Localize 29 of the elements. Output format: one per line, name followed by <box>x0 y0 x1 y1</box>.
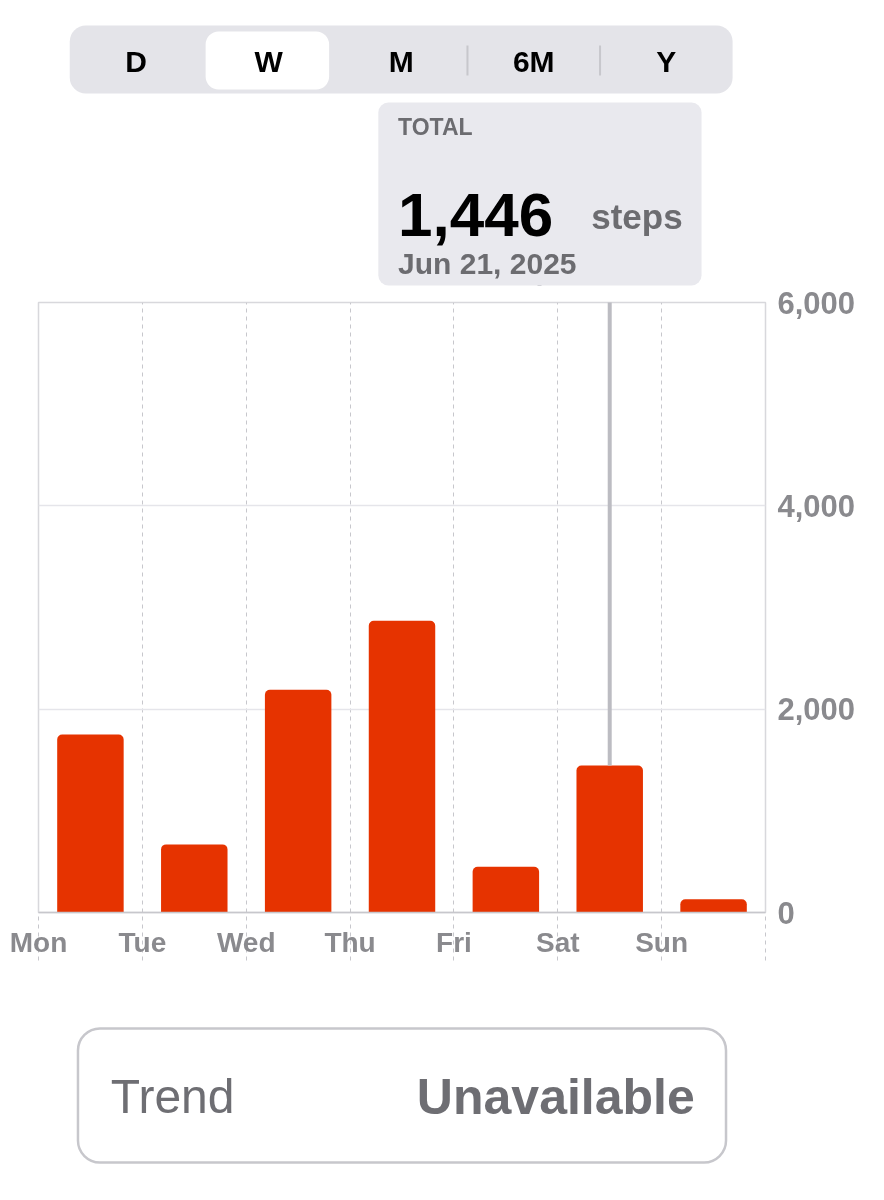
text: 1,446 <box>398 179 554 249</box>
x-tick-label: Mon <box>9 926 68 958</box>
text: Jun 21, 2025 <box>398 247 577 280</box>
y-tick-label: 0 <box>777 895 795 931</box>
text: steps <box>591 197 683 236</box>
bar <box>680 899 747 913</box>
x-tick-label: Thu <box>324 926 376 958</box>
x-tick-label: Sat <box>536 926 580 958</box>
bar <box>368 620 436 913</box>
bar <box>264 689 332 913</box>
y-tick-label: 2,000 <box>777 692 856 728</box>
text: Unavailable <box>416 1068 695 1125</box>
x-tick-label: Wed <box>216 926 276 958</box>
text: TOTAL <box>398 113 473 140</box>
bar <box>472 866 540 913</box>
text: D <box>125 45 147 78</box>
bar <box>161 844 228 913</box>
text: Y <box>656 45 677 78</box>
text: W <box>254 45 284 78</box>
text: Trend <box>110 1070 235 1123</box>
bar <box>576 765 643 913</box>
text: 6M <box>512 45 555 78</box>
x-tick-label: Sun <box>635 926 689 958</box>
x-tick-label: Fri <box>436 926 472 958</box>
x-tick-label: Tue <box>118 926 167 958</box>
y-tick-label: 4,000 <box>777 488 856 524</box>
text: M <box>388 45 414 78</box>
y-tick-label: 6,000 <box>777 285 856 321</box>
bar <box>57 734 124 913</box>
